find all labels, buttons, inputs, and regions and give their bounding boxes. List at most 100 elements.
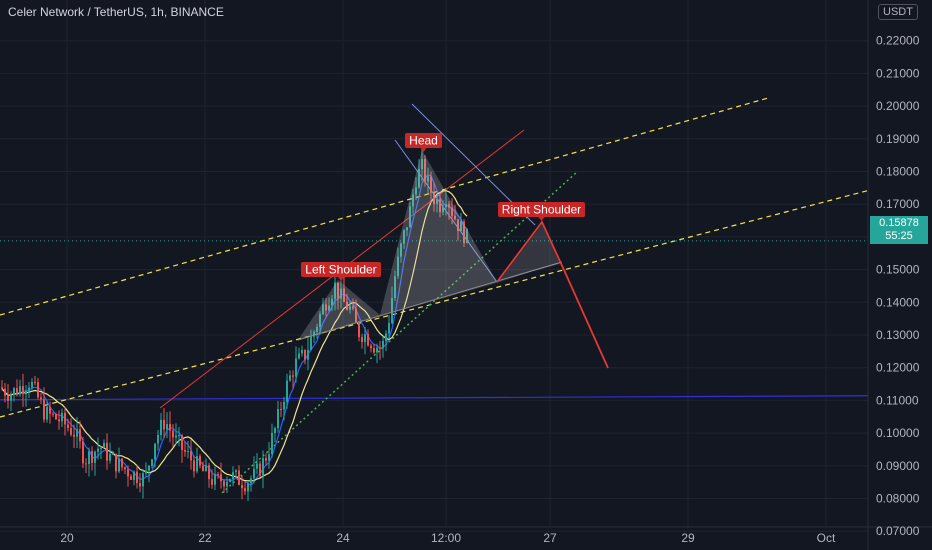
candle-body [277, 409, 279, 429]
candle-body [67, 424, 69, 428]
candle-body [463, 221, 465, 244]
pattern-fill [500, 224, 560, 280]
candle-body [28, 387, 30, 391]
candle-body [367, 333, 369, 346]
candle-body [79, 429, 81, 442]
candle-body [148, 465, 150, 471]
candle-body [226, 481, 228, 487]
candle-body [319, 314, 321, 327]
support-line [0, 240, 869, 401]
channel-lower-line [0, 189, 871, 418]
candle-body [97, 448, 99, 452]
y-tick-label: 0.07000 [876, 524, 920, 538]
candle-body [448, 204, 450, 208]
candle-body [241, 484, 243, 489]
candle-body [208, 465, 210, 480]
neckline [297, 261, 563, 341]
candle-body [394, 276, 396, 298]
candle-body [91, 451, 93, 463]
candle-body [124, 467, 126, 470]
candle-body [253, 468, 255, 479]
candle-body [235, 470, 237, 473]
candle-body [205, 465, 207, 472]
candle-body [364, 333, 366, 343]
candle-body [370, 345, 372, 349]
candle-body [268, 454, 270, 461]
y-tick-label: 0.11000 [876, 393, 919, 407]
candle-body [76, 429, 78, 437]
candle-body [121, 458, 123, 468]
left-shoulder-label-box [301, 262, 381, 277]
candle-body [259, 463, 261, 476]
y-tick-label: 0.22000 [876, 34, 920, 48]
y-tick-label: 0.17000 [876, 197, 920, 211]
candle-body [322, 304, 324, 315]
right-shoulder-label-box [498, 202, 585, 217]
head-label-pointer [420, 148, 427, 152]
candle-body [190, 451, 192, 461]
candle-body [325, 304, 327, 311]
candle-body [262, 458, 264, 476]
y-tick-label: 0.09000 [876, 459, 920, 473]
candle-body [427, 176, 429, 182]
candle-body [445, 204, 447, 208]
candle-body [55, 413, 57, 420]
candle-body [433, 192, 435, 205]
candle-body [70, 427, 72, 435]
candle-body [454, 215, 456, 220]
candle-body [43, 399, 45, 420]
candle-body [466, 228, 468, 244]
candle-body [442, 207, 444, 213]
candle-body [73, 434, 75, 437]
candle-body [130, 476, 132, 480]
candle-body [352, 306, 354, 309]
candle-body [154, 443, 156, 460]
candle-body [214, 474, 216, 485]
candle-body [397, 256, 399, 277]
candle-body [400, 243, 402, 257]
candle-body [178, 435, 180, 437]
y-tick-label: 0.15000 [876, 263, 920, 277]
candle-body [337, 282, 339, 299]
y-axis-panel [868, 0, 932, 550]
candle-body [313, 331, 315, 337]
x-tick-label: 24 [336, 531, 350, 545]
candle-body [286, 380, 288, 402]
left-shoulder-label: Left Shoulder [305, 263, 376, 277]
candle-body [424, 159, 426, 182]
y-tick-label: 0.21000 [876, 66, 920, 80]
right-shoulder-label: Right Shoulder [502, 203, 581, 217]
pattern-labels: Left Shoulder Head Right Shoulder [301, 133, 585, 281]
currency-button[interactable]: USDT [878, 4, 918, 20]
candle-body [232, 472, 234, 479]
candle-body [100, 447, 102, 449]
candle-body [280, 409, 282, 411]
candle-body [310, 336, 312, 350]
candle-body [412, 194, 414, 207]
candle-body [247, 483, 249, 492]
left-shoulder-label-pointer [338, 277, 344, 281]
candle-body [346, 301, 348, 310]
current-price-label: 0.15878 [879, 217, 919, 229]
y-tick-label: 0.20000 [876, 99, 920, 113]
candle-body [415, 187, 417, 195]
x-tick-label: 12:00 [431, 531, 461, 545]
candle-body [388, 322, 390, 334]
y-tick-label: 0.10000 [876, 426, 920, 440]
candle-body [343, 288, 345, 302]
candle-body [160, 419, 162, 435]
candle-body [106, 442, 108, 461]
candle-body [451, 207, 453, 216]
current-price-tag: 0.15878 55:25 [870, 216, 928, 244]
candle-body [58, 419, 60, 422]
candle-body [13, 388, 15, 395]
right-shoulder-label-pointer [538, 217, 545, 221]
candle-body [187, 451, 189, 453]
x-tick-label: 29 [681, 531, 695, 545]
candle-body [157, 434, 159, 444]
candle-body [229, 478, 231, 482]
candle-body [421, 159, 423, 170]
candle-body [4, 388, 6, 396]
